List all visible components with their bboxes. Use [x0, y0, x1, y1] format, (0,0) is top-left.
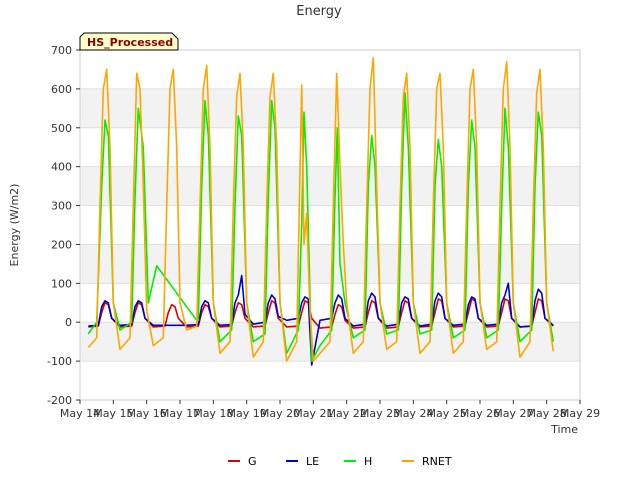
- y-tick-label: -100: [47, 355, 72, 368]
- grid-band: [80, 244, 580, 284]
- y-tick-label: 600: [51, 83, 72, 96]
- x-tick-label: May 14: [60, 407, 100, 420]
- x-tick-label: May 19: [227, 407, 267, 420]
- legend-label-le: LE: [306, 455, 319, 468]
- x-tick-label: May 26: [460, 407, 500, 420]
- grid-band: [80, 88, 580, 128]
- x-tick-label: May 17: [160, 407, 200, 420]
- hs-processed-badge: HS_Processed: [79, 32, 179, 51]
- x-axis-title: Time: [550, 423, 578, 436]
- legend-label-g: G: [248, 455, 257, 468]
- legend-label-h: H: [364, 455, 372, 468]
- x-tick-label: May 22: [327, 407, 367, 420]
- legend-label-rnet: RNET: [422, 455, 452, 468]
- y-axis-ticks: -200 -100 0 100 200 300 400 500 600 700: [47, 44, 80, 407]
- series-layer: [87, 56, 555, 366]
- chart-title: Energy: [296, 4, 342, 19]
- badge-box: [79, 32, 179, 51]
- y-tick-label: 0: [65, 316, 72, 329]
- y-tick-label: 200: [51, 238, 72, 251]
- x-tick-label: May 18: [193, 407, 233, 420]
- plot-frame: [79, 49, 581, 401]
- x-tick-label: May 21: [293, 407, 333, 420]
- x-tick-label: May 23: [360, 407, 400, 420]
- x-tick-label: May 20: [260, 407, 300, 420]
- y-axis-title: Energy (W/m2): [8, 184, 21, 267]
- x-tick-label: May 16: [127, 407, 167, 420]
- y-tick-label: 700: [51, 44, 72, 57]
- badge-label: HS_Processed: [87, 36, 173, 49]
- legend: G LE H RNET: [228, 455, 452, 468]
- y-tick-label: 500: [51, 122, 72, 135]
- series-line-le: [88, 274, 554, 366]
- x-tick-label: May 28: [527, 407, 567, 420]
- x-tick-label: May 15: [93, 407, 133, 420]
- x-tick-label: May 29: [560, 407, 600, 420]
- y-tick-label: 300: [51, 200, 72, 213]
- y-tick-label: 400: [51, 161, 72, 174]
- x-tick-label: May 24: [393, 407, 433, 420]
- y-tick-label: 100: [51, 277, 72, 290]
- series-line-rnet: [87, 56, 555, 362]
- x-tick-label: May 25: [427, 407, 467, 420]
- y-tick-label: -200: [47, 394, 72, 407]
- x-tick-label: May 27: [493, 407, 533, 420]
- grid-band: [80, 166, 580, 206]
